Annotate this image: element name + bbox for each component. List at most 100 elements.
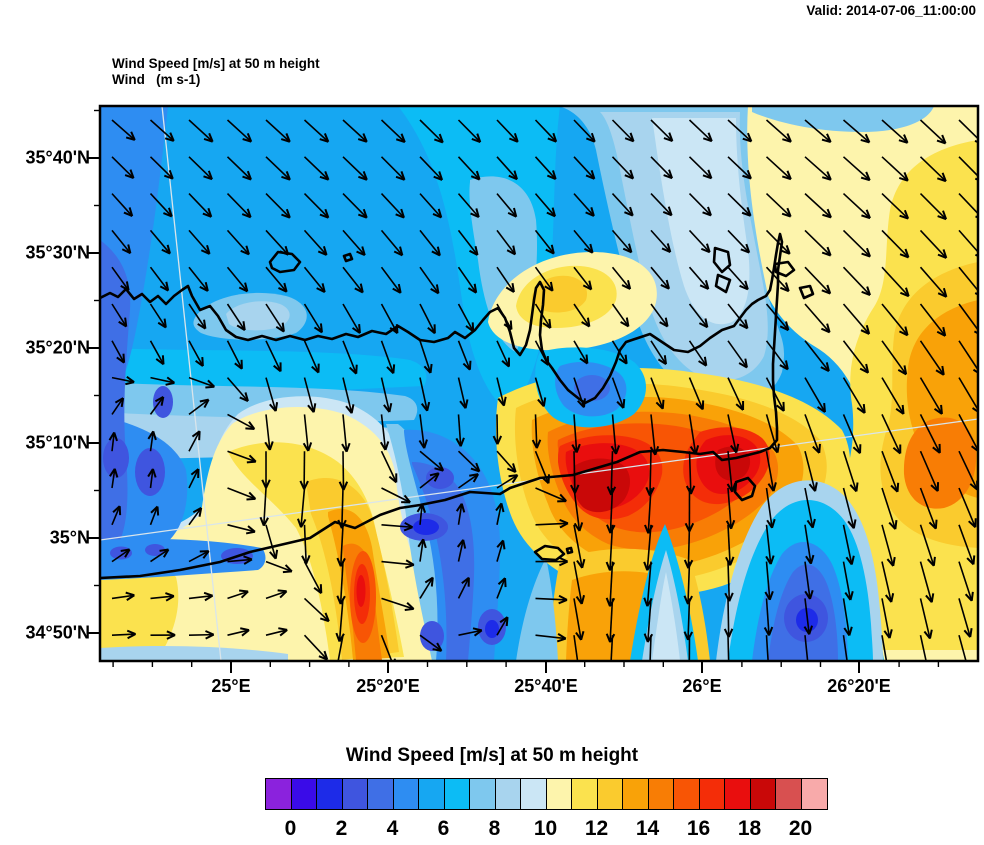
wind-arrow [149,303,167,329]
wind-arrow [111,229,132,255]
wind-arrow [265,340,282,373]
wind-arrow [765,414,780,454]
wind-arrow [534,377,547,408]
wind-arrow [227,487,257,501]
coastline [100,232,815,580]
island-chrissi [533,544,574,562]
wind-arrow [188,550,210,563]
wind-arrow [416,503,427,525]
wind-arrow [496,377,507,407]
wind-arrow [842,414,862,454]
colorbar-segment [674,779,700,809]
colorbar-segment [291,779,317,809]
colorbar-tick-label: 16 [686,817,711,840]
wind-arrow [727,229,751,254]
wind-arrow [188,507,203,526]
wind-arrow [650,340,668,366]
wind-arrow [227,524,256,535]
colorbar-segment [597,779,623,809]
colorbar-tick-label: 8 [488,817,501,840]
island-ne-1 [773,260,796,278]
wind-arrow [455,503,466,525]
wind-arrow [688,156,713,180]
wind-arrow [958,634,967,661]
wind-arrow [457,576,470,599]
wind-arrow [380,229,404,257]
wind-arrow [188,193,213,218]
wind-arrow [881,487,898,530]
wind-arrow [150,376,175,386]
wind-arrow [958,598,973,638]
wind-arrow [303,340,320,374]
wind-arrow [804,340,830,373]
wind-arrow [381,487,411,504]
wind-arrow [688,377,705,411]
colorbar-segment [546,779,572,809]
wind-arrow [457,303,475,333]
wind-arrow [380,340,396,375]
wind-arrow [881,414,902,455]
wind-arrow [496,156,518,181]
wind-arrow [573,229,594,254]
wind-arrow [261,451,271,489]
wind-arrow [188,229,211,255]
colorbar-tick-label: 20 [788,817,813,840]
wind-arrow [456,539,467,562]
wind-arrow [342,266,364,294]
wind-arrow [335,598,345,643]
colorbar-segment [572,779,598,809]
wind-vector-field [108,119,978,661]
wind-arrow [534,340,550,366]
wind-arrow [765,524,775,565]
wind-arrow [881,524,896,567]
wind-arrow [842,450,859,493]
island-pseira [712,246,732,294]
wind-arrow [727,119,753,143]
colorbar-tick-label: 18 [737,817,762,840]
wind-arrow [303,303,323,334]
wind-arrow [765,229,791,255]
wind-arrow [381,597,415,612]
wind-arrow [380,450,398,484]
wind-arrow [688,303,709,329]
wind-arrow [380,156,406,181]
y-axis-label: 34°50'N [25,622,90,643]
wind-arrow [881,193,910,220]
wind-arrow [227,450,257,464]
wind-arrow [573,377,586,408]
contour-region [715,446,751,481]
contour-region [413,519,439,535]
island-small-dot [342,252,354,263]
wind-arrow [150,548,170,563]
wind-arrow [381,521,414,532]
wind-arrow [727,377,745,411]
wind-arrow [881,450,900,493]
colorbar-tick-label: 10 [533,817,558,840]
wind-arrow [650,377,665,410]
wind-arrow [842,487,857,529]
wind-arrow [303,561,323,595]
wind-arrow [297,487,307,528]
wind-arrow [573,193,595,217]
wind-arrow [650,229,672,253]
wind-arrow [341,414,351,453]
wind-arrow [419,634,443,652]
colorbar-segment [648,779,674,809]
wind-arrow [496,340,510,368]
wind-arrow [726,451,737,493]
wind-arrow [342,340,358,375]
wind-arrow [573,340,589,365]
wind-arrow [535,487,567,503]
wind-arrow [457,377,469,409]
colorbar-segment [266,779,292,809]
wind-arrow [535,556,569,567]
wind-arrow [380,266,402,294]
island-koufonisi [733,476,757,502]
y-axis-label: 35°20'N [25,337,90,358]
wind-arrow [226,303,246,332]
wind-arrow [419,450,445,472]
contour-region [100,538,266,580]
wind-arrow [303,597,330,623]
contour-region [145,544,165,556]
